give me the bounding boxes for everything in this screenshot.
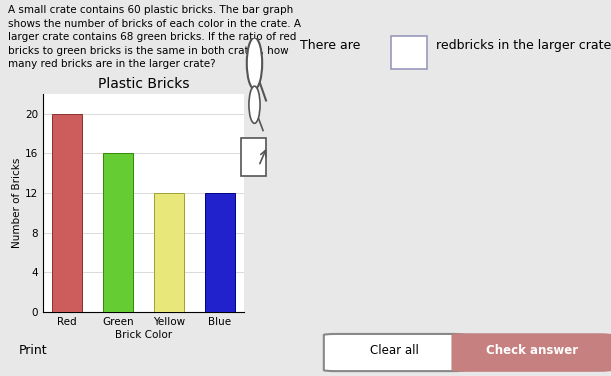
Text: Check answer: Check answer xyxy=(486,344,577,357)
Bar xyxy=(103,153,133,312)
FancyBboxPatch shape xyxy=(391,36,427,69)
Text: A small crate contains 60 plastic bricks. The bar graph
shows the number of bric: A small crate contains 60 plastic bricks… xyxy=(9,5,301,69)
Bar xyxy=(205,193,235,312)
FancyBboxPatch shape xyxy=(452,334,611,371)
Text: Print: Print xyxy=(18,344,47,357)
Bar xyxy=(154,193,185,312)
Title: Plastic Bricks: Plastic Bricks xyxy=(98,77,189,91)
FancyBboxPatch shape xyxy=(241,138,266,176)
Text: redbricks in the larger crate.: redbricks in the larger crate. xyxy=(432,39,611,52)
Bar xyxy=(52,114,82,312)
Text: Clear all: Clear all xyxy=(370,344,419,357)
FancyBboxPatch shape xyxy=(324,334,464,371)
Y-axis label: Number of Bricks: Number of Bricks xyxy=(12,158,22,248)
X-axis label: Brick Color: Brick Color xyxy=(115,330,172,340)
Text: There are: There are xyxy=(300,39,364,52)
Circle shape xyxy=(249,86,260,123)
Circle shape xyxy=(247,38,262,89)
